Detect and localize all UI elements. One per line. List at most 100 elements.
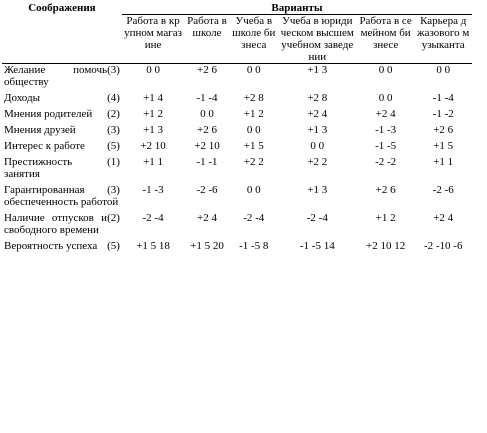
weight: (1)	[107, 156, 120, 168]
score: +1 3	[307, 64, 328, 76]
score: -1 -5 8	[239, 240, 269, 252]
weight: (5)	[107, 240, 120, 252]
criterion: (2) Наличие отпусков и свободного времени	[2, 212, 122, 240]
score: -1 -4	[432, 92, 454, 104]
score: +2 10	[194, 140, 220, 152]
score: -2 -4	[142, 212, 164, 224]
score: +2 10 12	[366, 240, 406, 252]
score: +1 5 20	[190, 240, 224, 252]
variant-header: Работа в семейном бизнесе	[356, 14, 415, 64]
score: -1 -5	[375, 140, 397, 152]
criterion-label: Желание помочь обществу	[4, 64, 108, 88]
score: +1 2	[243, 108, 264, 120]
criterion: (5) Вероятность успеха	[2, 240, 122, 256]
score: +2 2	[243, 156, 264, 168]
variant-header: Учеба в юридическом высшем учебном завед…	[277, 14, 357, 64]
table: Соображения Варианты Работа в крупном ма…	[2, 2, 472, 256]
row: (5) Вероятность успеха +1 5 18 +1 5 20 -1 -5…	[2, 240, 472, 256]
score: +2 4	[375, 108, 396, 120]
row: (2) Наличие отпусков и свободного времени…	[2, 212, 472, 240]
score: -2 -6	[196, 184, 218, 196]
row: (3) Желание помочь обществу 0 0 +2 6 0 0 +1 3…	[2, 64, 472, 93]
score: -1 -3	[375, 124, 397, 136]
criterion-label: Мнения друзей	[4, 124, 76, 136]
criterion: (3) Желание помочь обществу	[2, 64, 122, 93]
weight: (3)	[107, 184, 120, 196]
score: +2 6	[197, 64, 217, 76]
score: +2 4	[307, 108, 328, 120]
criterion: (3) Гарантированная обеспеченность работо…	[2, 184, 122, 212]
score: -2 -4	[243, 212, 265, 224]
score: +2 6	[433, 124, 454, 136]
score: +2 2	[307, 156, 328, 168]
score: 0 0	[436, 64, 451, 76]
score: +2 8	[243, 92, 264, 104]
weight: (2)	[107, 108, 120, 120]
row: (3) Гарантированная обеспеченность работо…	[2, 184, 472, 212]
criterion-label: Интерес к работе	[4, 140, 85, 152]
score: -2 -6	[432, 184, 454, 196]
weight: (2)	[107, 212, 120, 224]
criterion: (1) Престижность занятия	[2, 156, 122, 184]
score: +2 8	[307, 92, 328, 104]
score: -1 -4	[196, 92, 218, 104]
criterion-label: Вероятность успеха	[4, 240, 98, 252]
score: +2 4	[197, 212, 217, 224]
score: 0 0	[310, 140, 325, 152]
row: (3) Мнения друзей +1 3 +2 6 0 0 +1 3 -1 -3 +2 6	[2, 124, 472, 140]
score: +1 3	[307, 184, 328, 196]
score: +2 6	[375, 184, 396, 196]
variant-header: Работа в крупном магазине	[121, 14, 185, 64]
score: +1 4	[143, 92, 164, 104]
score: -2 -10 -6	[423, 240, 463, 252]
variant-header: Карьера джазового музыканта	[414, 14, 472, 64]
criteria-header: Соображения	[2, 2, 122, 64]
criterion-label: Престижность занятия	[4, 156, 73, 180]
score: +1 5	[433, 140, 454, 152]
score: -1 -1	[196, 156, 218, 168]
score: 0 0	[378, 64, 393, 76]
criterion: (4) Доходы	[2, 92, 122, 108]
row: (2) Мнения родителей +1 2 0 0 +1 2 +2 4 +2 4 -1…	[2, 108, 472, 124]
weight: (5)	[107, 140, 120, 152]
variants-header: Варианты	[121, 2, 472, 15]
score: 0 0	[200, 108, 214, 120]
row: (1) Престижность занятия +1 1 -1 -1 +2 2 +2 2…	[2, 156, 472, 184]
score: +1 1	[143, 156, 164, 168]
score: -1 -3	[142, 184, 164, 196]
row: (4) Доходы +1 4 -1 -4 +2 8 +2 8 0 0 -1 -4	[2, 92, 472, 108]
criterion: (3) Мнения друзей	[2, 124, 122, 140]
weight: (3)	[107, 64, 120, 76]
score: 0 0	[146, 64, 160, 76]
criterion-label: Доходы	[4, 92, 40, 104]
score: -2 -2	[375, 156, 397, 168]
variant-header: Учеба в школе бизнеса	[229, 14, 278, 64]
score: -1 -2	[432, 108, 454, 120]
score: +1 3	[143, 124, 164, 136]
score: -1 -5 14	[299, 240, 335, 252]
score: +1 5 18	[136, 240, 170, 252]
score: +2 4	[433, 212, 454, 224]
score: 0 0	[246, 64, 261, 76]
score: +2 6	[197, 124, 217, 136]
score: +1 1	[433, 156, 454, 168]
score: +1 3	[307, 124, 328, 136]
score: 0 0	[378, 92, 393, 104]
score: +1 2	[143, 108, 164, 120]
score: 0 0	[246, 184, 261, 196]
score: 0 0	[246, 124, 261, 136]
criterion: (5) Интерес к работе	[2, 140, 122, 156]
weight: (3)	[107, 124, 120, 136]
weight: (4)	[107, 92, 120, 104]
criterion: (2) Мнения родителей	[2, 108, 122, 124]
score: -2 -4	[306, 212, 328, 224]
criterion-label: Гарантированная обеспеченность работой	[4, 184, 119, 208]
row: (5) Интерес к работе +2 10 +2 10 +1 5 0 0 -1 -…	[2, 140, 472, 156]
score: +1 2	[375, 212, 396, 224]
criterion-label: Наличие отпусков и свободного времени	[4, 212, 108, 236]
variant-header: Работа в школе	[184, 14, 230, 64]
score: +2 10	[140, 140, 166, 152]
score: +1 5	[243, 140, 264, 152]
criterion-label: Мнения родителей	[4, 108, 93, 120]
